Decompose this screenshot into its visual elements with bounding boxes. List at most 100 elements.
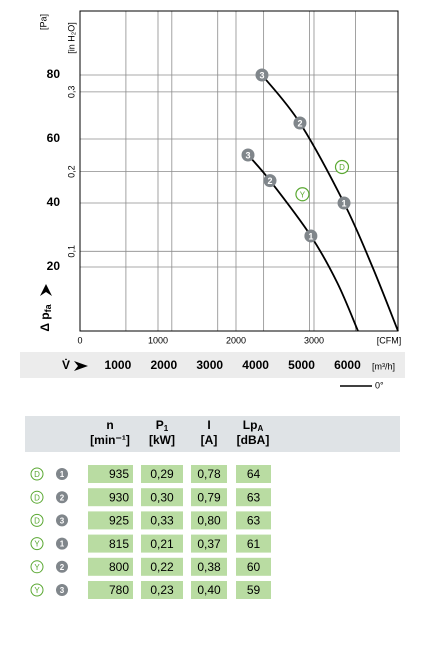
y2-tick-label: 0,2: [66, 165, 76, 178]
operating-point-label: 3: [246, 150, 251, 160]
variant-icon: [30, 513, 44, 527]
x2-tick-label: 3000: [196, 358, 223, 372]
point-icon: [56, 537, 68, 550]
table-cell: [141, 534, 183, 553]
table-header: I: [207, 418, 210, 432]
table-value: 63: [247, 514, 261, 528]
variant-icon: [30, 537, 44, 551]
table-cell: [236, 488, 271, 507]
x2-label: V̇: [62, 357, 70, 372]
table-header: P1: [156, 418, 169, 433]
table-cell: [88, 465, 133, 483]
table-cell: [191, 534, 227, 553]
x2-tick-label: 6000: [334, 358, 361, 372]
header-sub: A: [257, 424, 263, 433]
table-cell: [141, 488, 183, 507]
operating-point: [255, 68, 269, 82]
series-name: Y: [300, 190, 306, 199]
operating-point: [304, 229, 318, 243]
table-value: 0,22: [150, 560, 174, 574]
point-icon: [56, 514, 68, 527]
variant-label: Y: [34, 563, 40, 572]
y-tick-label: 60: [47, 131, 61, 145]
table-cell: [141, 557, 183, 576]
x2-tick-label: 2000: [150, 358, 177, 372]
table-header: n: [106, 418, 113, 432]
table-value: 0,30: [150, 490, 174, 504]
y2-tick-label: 0,1: [66, 245, 76, 258]
header-sub: 1: [164, 424, 169, 433]
series-marker: [295, 187, 310, 202]
y-unit: [Pa]: [38, 14, 48, 30]
table-value: 925: [109, 514, 129, 528]
header-main: P: [156, 418, 164, 432]
point-icon: [56, 468, 68, 480]
header-main: n: [106, 418, 113, 432]
table-value: 0,23: [150, 583, 174, 597]
table-header-unit: [kW]: [149, 433, 175, 447]
table-value: 59: [247, 583, 261, 597]
table-value: 0,29: [150, 467, 174, 481]
table-value: 815: [109, 537, 129, 551]
point-icon: [56, 491, 68, 504]
variant-label: D: [34, 517, 40, 526]
table-header: LpA: [243, 418, 264, 433]
table-value: 0,38: [197, 560, 221, 574]
table-cell: [88, 511, 133, 530]
table-value: 0,79: [197, 490, 221, 504]
series-marker: [334, 159, 350, 175]
plot-frame: [79, 10, 399, 332]
table-value: 0,78: [197, 467, 221, 481]
variant-icon: [30, 583, 44, 597]
y-tick-label: 40: [47, 195, 61, 209]
point-label: 2: [60, 493, 65, 502]
y-tick-label: 20: [47, 259, 61, 273]
x2-tick-label: 4000: [242, 358, 269, 372]
table-value: 60: [247, 560, 261, 574]
table-cell: [191, 488, 227, 507]
table-value: 800: [109, 560, 129, 574]
series-name: D: [339, 163, 345, 172]
table-cell: [236, 511, 271, 530]
variant-label: Y: [34, 540, 40, 549]
x-tick-label: 2000: [226, 335, 246, 345]
variant-icon: [30, 467, 44, 481]
table-value: 930: [109, 490, 129, 504]
x2-unit: [m³/h]: [372, 361, 395, 371]
variant-label: Y: [34, 586, 40, 595]
table-value: 0,21: [150, 537, 174, 551]
x2-tick-label: 5000: [288, 358, 315, 372]
header-main: Lp: [243, 418, 258, 432]
x2-tick-label: 1000: [105, 358, 132, 372]
table-cell: [191, 581, 227, 599]
y-arrow: [40, 284, 52, 296]
table-value: 63: [247, 490, 261, 504]
variant-icon: [30, 490, 44, 504]
table-cell: [236, 534, 271, 553]
operating-point-label: 3: [259, 70, 264, 80]
table-value: 935: [109, 467, 129, 481]
point-label: 2: [60, 563, 65, 572]
operating-point-label: 1: [342, 198, 347, 208]
variant-label: D: [34, 470, 40, 479]
point-label: 1: [60, 540, 65, 549]
y-label: Δ pfa: [38, 303, 53, 331]
operating-point-label: 1: [308, 231, 313, 241]
y-tick-label: 80: [47, 67, 61, 81]
point-label: 3: [60, 586, 65, 595]
y-label-sub: fa: [43, 303, 53, 312]
y-label-main: Δ p: [38, 312, 52, 331]
table-cell: [141, 465, 183, 483]
table-value: 0,40: [197, 583, 221, 597]
table-header-unit: [dBA]: [237, 433, 270, 447]
table-cell: [88, 534, 133, 553]
table-cell: [191, 511, 227, 530]
y2-tick-label: 0,3: [66, 86, 76, 99]
table-value: 0,80: [197, 514, 221, 528]
point-label: 1: [60, 470, 65, 479]
operating-point-label: 2: [297, 118, 302, 128]
x-tick-label: 3000: [304, 335, 324, 345]
table-cell: [88, 581, 133, 599]
header-main: I: [207, 418, 210, 432]
